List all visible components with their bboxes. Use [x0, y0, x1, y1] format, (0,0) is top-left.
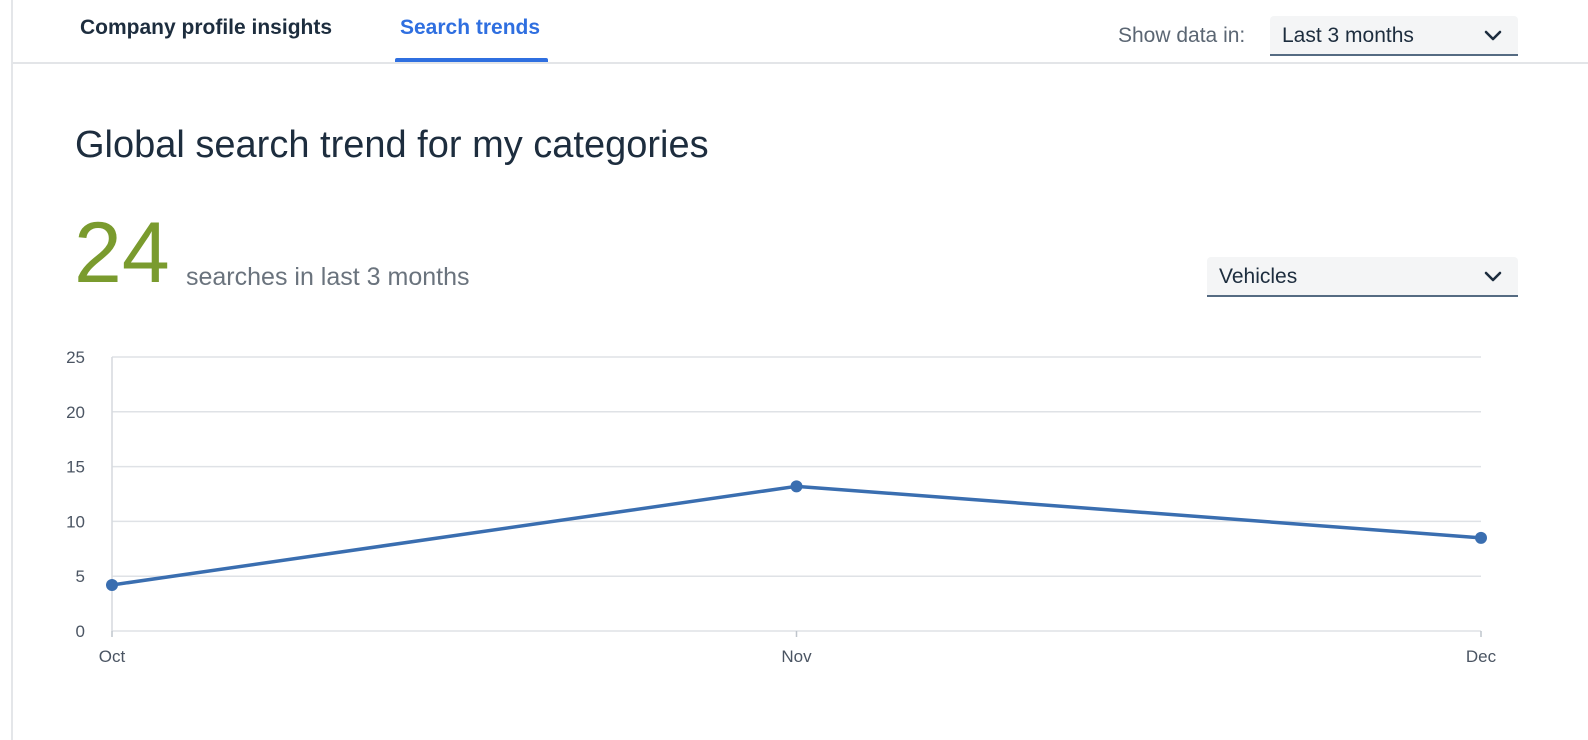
data-point-oct[interactable] — [106, 578, 118, 591]
tab-bar: Company profile insights Search trends S… — [12, 0, 1588, 64]
chevron-down-icon — [1484, 30, 1502, 41]
y-tick-label: 5 — [76, 567, 85, 586]
active-tab-indicator — [395, 58, 548, 62]
tab-search-trends[interactable]: Search trends — [400, 16, 541, 39]
y-tick-label: 0 — [76, 622, 85, 641]
x-tick-label-oct: Oct — [99, 647, 126, 666]
period-select-value: Last 3 months — [1282, 24, 1414, 47]
category-select[interactable]: Vehicles — [1207, 257, 1518, 297]
tab-company-profile-insights[interactable]: Company profile insights — [80, 16, 333, 39]
section-title: Global search trend for my categories — [75, 124, 709, 166]
left-divider — [11, 0, 13, 740]
y-tick-label: 15 — [66, 458, 85, 477]
kpi-label: searches in last 3 months — [186, 263, 470, 291]
x-tick-label-dec: Dec — [1466, 647, 1497, 666]
x-tick-label-nov: Nov — [781, 647, 812, 666]
search-trend-chart: 0 5 10 15 20 25 Oct Nov Dec — [66, 348, 1497, 666]
category-select-value: Vehicles — [1219, 265, 1298, 288]
data-point-dec[interactable] — [1475, 531, 1487, 544]
y-tick-label: 25 — [66, 348, 85, 367]
y-tick-label: 10 — [66, 512, 85, 531]
kpi-value: 24 — [74, 205, 170, 301]
chevron-down-icon — [1484, 271, 1502, 282]
y-tick-label: 20 — [66, 403, 85, 422]
period-select[interactable]: Last 3 months — [1270, 16, 1518, 56]
show-data-label: Show data in: — [1118, 24, 1246, 47]
data-point-nov[interactable] — [790, 480, 803, 493]
series-line — [110, 484, 1483, 587]
